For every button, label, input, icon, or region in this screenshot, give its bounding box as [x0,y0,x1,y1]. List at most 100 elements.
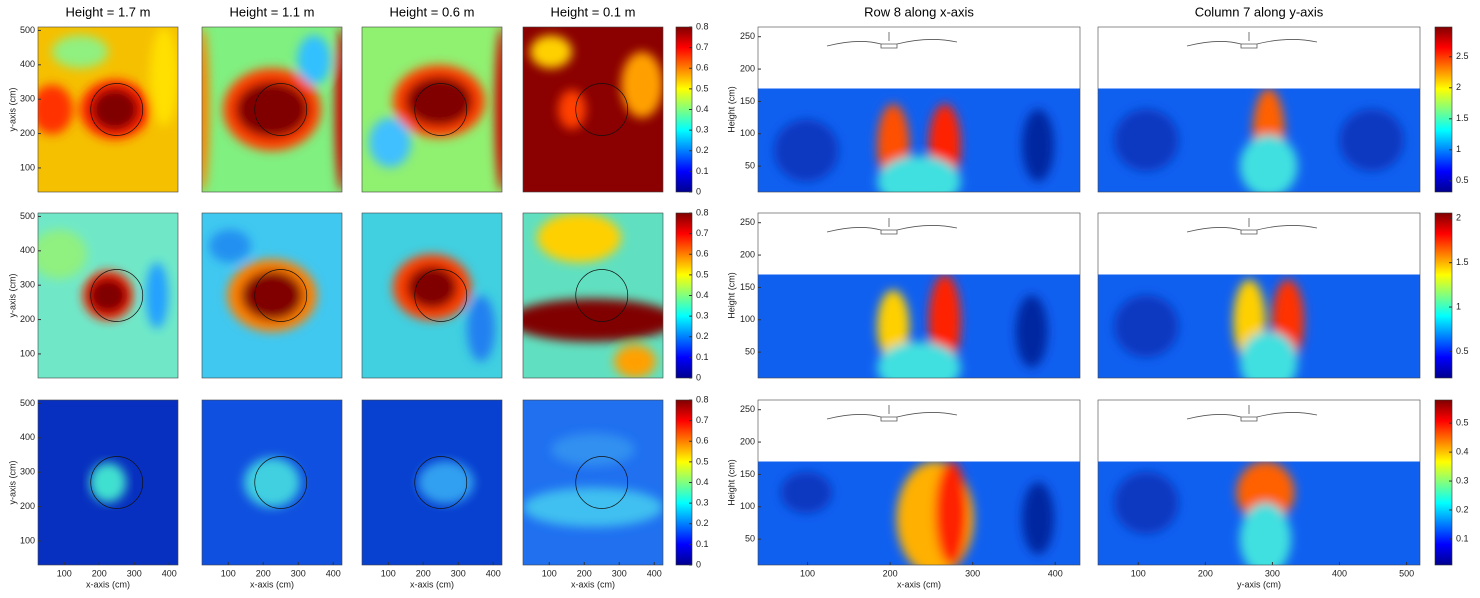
panel-frame [522,212,664,379]
y-axis-label: Height (cm) [726,272,736,319]
field-blob [406,265,458,309]
x-axis-label: x-axis (cm) [571,579,615,589]
y-tick-label: 100 [20,348,35,358]
field-blob [780,471,833,514]
colorbar-tick-label: 0.5 [1456,418,1469,428]
field-blob [467,295,495,362]
field-blob [145,262,169,329]
fan-outline [254,269,308,322]
panel-frame [522,26,664,193]
field-blobs [392,254,495,362]
field-blob [935,461,968,565]
y-tick-label: 200 [20,128,35,138]
field-blob [1239,135,1298,192]
field-blob [774,119,839,182]
field-blob [1339,109,1404,172]
x-tick-label: 300 [965,568,980,578]
colorbar-tick-label: 0.6 [696,63,709,73]
x-tick-label: 400 [647,568,662,578]
x-axis-label: x-axis (cm) [897,579,941,589]
field-blob [1236,461,1295,524]
colorbar-tick-label: 0.8 [696,21,709,31]
field-blobs [774,103,1055,192]
field [1098,274,1420,378]
field-blobs [38,27,178,140]
field [202,27,342,192]
field-blob [877,341,961,378]
field-blobs [89,462,127,503]
field [362,400,502,565]
colorbar-tick-label: 0.6 [696,249,709,259]
fan-outline [575,83,629,136]
colorbar-tick-label: 0 [696,186,701,196]
y-tick-label: 500 [20,211,35,221]
panel-frame [1097,26,1421,193]
y-tick-label: 250 [740,404,755,414]
x-tick-label: 100 [542,568,557,578]
panel-frame [757,26,1081,193]
field-blob [877,155,961,192]
y-tick-label: 100 [740,501,755,511]
colorbar-tick-label: 0.1 [1456,533,1469,543]
colorbar-tick-label: 0.4 [1456,446,1469,456]
x-tick-label: 200 [577,568,592,578]
colorbar-tick-label: 0.6 [696,436,709,446]
field-blob [209,229,251,263]
field [38,213,178,378]
x-tick-label: 400 [1048,568,1063,578]
x-axis-label: x-axis (cm) [410,579,454,589]
field-blob [38,229,87,279]
fan-outline [90,456,144,509]
panel-title: Height = 1.7 m [66,4,151,19]
x-tick-label: 100 [57,568,72,578]
y-tick-label: 200 [20,314,35,324]
field [758,461,1080,565]
field-blob [1015,295,1048,368]
field-blobs [38,229,169,329]
panel-frame [361,26,503,193]
x-tick-label: 400 [1332,568,1347,578]
colorbar-tick-label: 0.2 [696,331,709,341]
colorbar-tick-label: 0.3 [696,311,709,321]
colorbar [1434,212,1453,379]
field-blobs [209,229,317,332]
y-tick-label: 200 [740,436,755,446]
colorbar-tick-label: 0.2 [696,145,709,155]
y-tick-label: 100 [740,314,755,324]
panel-frame [37,26,179,193]
field [202,213,342,378]
fan-outline [414,456,468,509]
field-blobs [1114,461,1295,565]
colorbar-tick-label: 0 [696,372,701,382]
y-tick-label: 300 [20,467,35,477]
colorbar [1434,399,1453,566]
field-blob [1114,109,1179,172]
field-blob [537,213,621,263]
y-tick-label: 300 [20,280,35,290]
field-blob [418,461,474,504]
field-blob [558,89,586,130]
field [38,27,178,192]
fan-outline [575,456,629,509]
field-blob [88,277,128,314]
x-tick-label: 400 [486,568,501,578]
panel-frame [201,26,343,193]
y-tick-label: 150 [740,469,755,479]
colorbar-tick-label: 0.1 [696,166,709,176]
field-blob [1114,471,1179,534]
ceiling-fan [826,218,958,235]
y-tick-label: 100 [20,162,35,172]
colorbar [1434,26,1453,193]
x-axis-label: x-axis (cm) [86,579,130,589]
panel-frame [361,212,503,379]
colorbar-tick-label: 0.5 [1456,175,1469,185]
colorbar-tick-label: 0.4 [696,104,709,114]
field-blob [235,81,309,138]
field [523,27,663,192]
colorbar-tick-label: 1 [1456,301,1461,311]
colorbar-tick-label: 2 [1456,213,1461,223]
panel-frame [522,399,664,566]
x-tick-label: 300 [451,568,466,578]
panel-frame [1097,399,1421,566]
x-axis-label: x-axis (cm) [250,579,294,589]
